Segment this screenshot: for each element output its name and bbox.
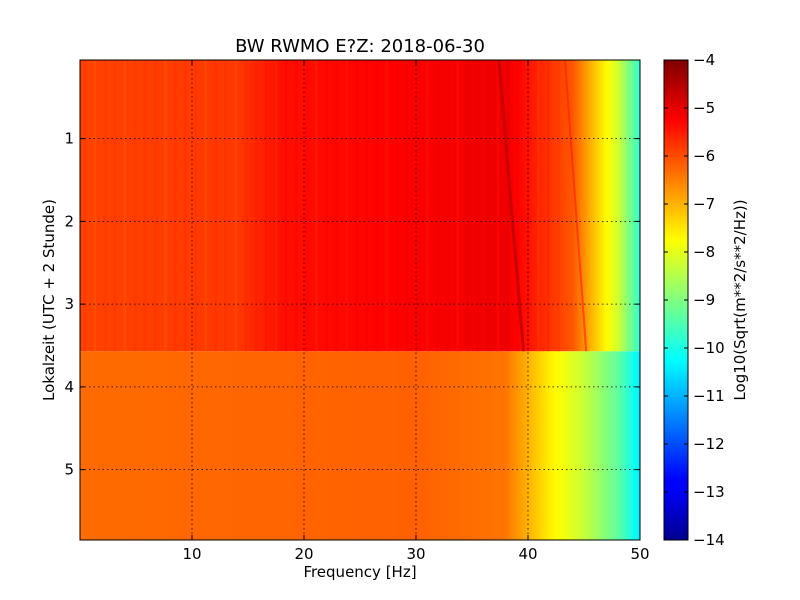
heatmap-band bbox=[295, 60, 298, 352]
heatmap-band bbox=[335, 60, 338, 352]
heatmap-band bbox=[426, 60, 429, 352]
heatmap-band bbox=[224, 60, 228, 352]
colorbar-tick-label: −7 bbox=[693, 195, 715, 213]
heatmap-band bbox=[93, 60, 97, 352]
colorbar-tick-label: −4 bbox=[693, 51, 715, 69]
heatmap-band bbox=[385, 60, 389, 352]
heatmap-band bbox=[416, 60, 419, 352]
heatmap-band bbox=[315, 60, 318, 352]
colorbar-tick-label: −9 bbox=[693, 291, 715, 309]
heatmap-band bbox=[83, 60, 86, 352]
y-tick-label: 4 bbox=[64, 378, 74, 396]
heatmap-band bbox=[496, 60, 500, 352]
heatmap-band bbox=[486, 60, 490, 352]
heatmap-band bbox=[214, 60, 217, 352]
heatmap-band bbox=[284, 60, 288, 352]
heatmap-band bbox=[194, 60, 197, 352]
y-axis-ticks: 1 2 3 4 5 bbox=[64, 130, 640, 479]
heatmap-band bbox=[274, 60, 278, 352]
y-tick-label: 1 bbox=[64, 130, 74, 148]
heatmap-band bbox=[113, 60, 117, 352]
x-tick-label: 10 bbox=[182, 545, 201, 563]
heatmap-band bbox=[164, 60, 167, 352]
heatmap-band bbox=[305, 60, 308, 352]
heatmap-band bbox=[264, 60, 268, 352]
heatmap-band bbox=[325, 60, 328, 352]
heatmap-regime-1 bbox=[80, 60, 640, 352]
x-axis-label: Frequency [Hz] bbox=[303, 563, 416, 581]
heatmap-band bbox=[405, 60, 409, 352]
colorbar-tick-label: −12 bbox=[693, 435, 725, 453]
heatmap-band bbox=[133, 60, 137, 352]
grid-lines bbox=[80, 60, 640, 540]
heatmap-band bbox=[526, 60, 530, 352]
y-axis-label: Lokalzeit (UTC + 2 Stunde) bbox=[40, 199, 58, 401]
y-tick-label: 5 bbox=[64, 461, 74, 479]
heatmap-band bbox=[244, 60, 248, 352]
colorbar-tick-label: −8 bbox=[693, 243, 715, 261]
chart-title: BW RWMO E?Z: 2018-06-30 bbox=[235, 36, 485, 57]
heatmap-band bbox=[547, 60, 550, 352]
spectrogram-heatmap bbox=[80, 60, 640, 540]
colorbar-tick-label: −10 bbox=[693, 339, 725, 357]
colorbar-label: Log10(Sqrt(m**2/s**2/Hz)) bbox=[731, 199, 749, 400]
x-tick-label: 40 bbox=[518, 545, 537, 563]
y-tick-label: 2 bbox=[64, 212, 74, 230]
colorbar-tick-label: −14 bbox=[693, 531, 725, 549]
heatmap-band bbox=[476, 60, 480, 352]
heatmap-band bbox=[174, 60, 177, 352]
heatmap-band bbox=[345, 60, 349, 352]
heatmap-band bbox=[365, 60, 369, 352]
faint-streak bbox=[563, 60, 588, 352]
heatmap-band bbox=[254, 60, 258, 352]
heatmap-band bbox=[103, 60, 107, 352]
heatmap-band bbox=[204, 60, 207, 352]
x-tick-label: 20 bbox=[294, 545, 313, 563]
heatmap-band bbox=[184, 60, 187, 352]
heatmap-band bbox=[395, 60, 399, 352]
heatmap-band bbox=[446, 60, 449, 352]
colorbar-tick-label: −11 bbox=[693, 387, 725, 405]
x-axis-ticks: 10 20 30 40 50 bbox=[182, 60, 650, 563]
heatmap-band bbox=[506, 60, 510, 352]
x-tick-label: 50 bbox=[630, 545, 649, 563]
colorbar-tick-label: −5 bbox=[693, 99, 715, 117]
heatmap-band bbox=[436, 60, 439, 352]
heatmap-band bbox=[516, 60, 520, 352]
heatmap-band bbox=[375, 60, 379, 352]
y-tick-label: 3 bbox=[64, 295, 74, 313]
dark-streak bbox=[497, 60, 526, 352]
x-tick-label: 30 bbox=[406, 545, 425, 563]
plot-frame bbox=[79, 59, 641, 541]
heatmap-band bbox=[536, 60, 540, 352]
heatmap-band bbox=[234, 60, 238, 352]
colorbar-tick-label: −13 bbox=[693, 483, 725, 501]
heatmap-band bbox=[456, 60, 459, 352]
heatmap-band bbox=[143, 60, 147, 352]
heatmap-band bbox=[153, 60, 157, 352]
colorbar-tick-label: −6 bbox=[693, 147, 715, 165]
heatmap-band bbox=[466, 60, 469, 352]
heatmap-regime-2 bbox=[80, 351, 640, 540]
heatmap-band bbox=[557, 60, 560, 352]
heatmap-band bbox=[123, 60, 127, 352]
colorbar-ticks: −4 −5 −6 −7 −8 −9 −10 −11 −12 −13 −14 bbox=[664, 51, 725, 549]
heatmap-band bbox=[355, 60, 359, 352]
